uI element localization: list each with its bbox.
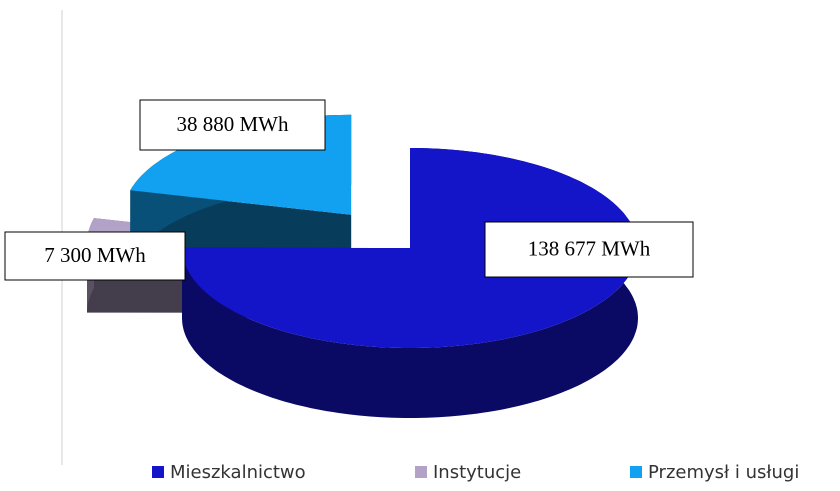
slice (182, 148, 638, 348)
data-label: 138 677 MWh (528, 236, 651, 260)
legend-swatch (415, 466, 427, 478)
legend-swatch (630, 466, 642, 478)
data-label-box (484, 221, 694, 278)
data-label: 38 880 MWh (177, 112, 289, 136)
data-label: 7 300 MWh (44, 243, 146, 267)
legend-label: Mieszkalnictwo (170, 462, 306, 483)
data-label-box (139, 99, 326, 151)
data-label-box (4, 231, 186, 281)
legend-label: Instytucje (433, 462, 521, 483)
legend-label: Przemysł i usługi (648, 462, 799, 483)
legend-swatch (152, 466, 164, 478)
